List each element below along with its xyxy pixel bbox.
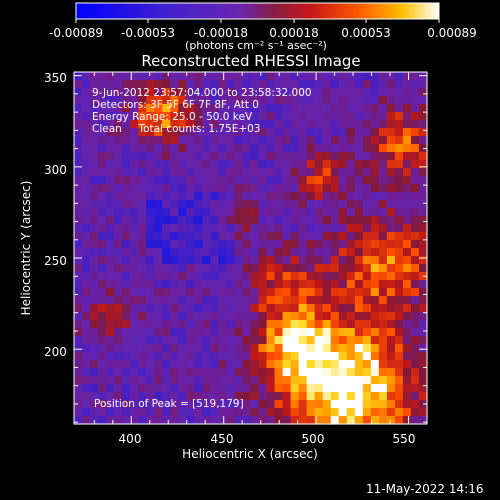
x-tick-label: 450 bbox=[210, 432, 234, 446]
x-tick-label: 400 bbox=[118, 432, 142, 446]
colorbar-units: (photons cm⁻² s⁻¹ asec⁻²) bbox=[185, 39, 327, 52]
colorbar-tick-label: 0.00053 bbox=[341, 26, 391, 40]
solar-image bbox=[74, 72, 428, 425]
y-axis-label: Heliocentric Y (arcsec) bbox=[19, 180, 33, 316]
plot-title: Reconstructed RHESSI Image bbox=[141, 52, 361, 70]
x-tick-label: 550 bbox=[392, 432, 416, 446]
axis-ticks bbox=[74, 72, 428, 424]
plot-frame bbox=[73, 71, 428, 425]
colorbar-tick-label: 0.00089 bbox=[427, 26, 477, 40]
peak-annotation: Position of Peak = [519,179] bbox=[94, 398, 244, 410]
colorbar bbox=[75, 2, 440, 20]
energy-annotation: Energy Range: 25.0 - 50.0 keV bbox=[92, 111, 253, 123]
time-range-annotation: 9-Jun-2012 23:57:04.000 to 23:58:32.000 bbox=[92, 87, 312, 99]
y-tick-label: 300 bbox=[44, 163, 67, 177]
colorbar-tick-label: -0.00089 bbox=[49, 26, 103, 40]
colorbar-tick-label: -0.00018 bbox=[194, 26, 248, 40]
detectors-annotation: Detectors: 3F 5F 6F 7F 8F, Att 0 bbox=[92, 99, 259, 111]
y-tick-label: 350 bbox=[44, 71, 67, 85]
x-axis-label: Heliocentric X (arcsec) bbox=[182, 447, 318, 461]
colorbar-ticks bbox=[75, 19, 440, 23]
method-annotation: Clean Total counts: 1.75E+03 bbox=[92, 123, 261, 135]
footer-timestamp: 11-May-2022 14:16 bbox=[366, 482, 484, 496]
x-tick-label: 500 bbox=[301, 432, 325, 446]
colorbar-tick-label: 0.00018 bbox=[269, 26, 319, 40]
y-tick-label: 200 bbox=[44, 345, 67, 359]
colorbar-tick-label: -0.00053 bbox=[121, 26, 175, 40]
y-tick-label: 250 bbox=[44, 254, 67, 268]
